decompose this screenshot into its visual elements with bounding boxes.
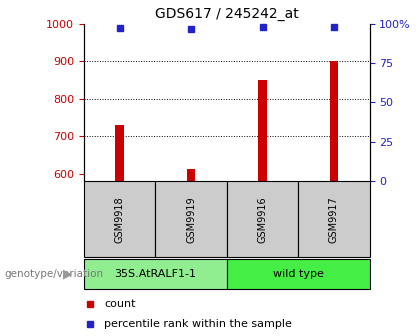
Bar bbox=[84, 259, 227, 289]
Text: wild type: wild type bbox=[273, 269, 324, 279]
Text: percentile rank within the sample: percentile rank within the sample bbox=[104, 319, 292, 329]
Text: 35S.AtRALF1-1: 35S.AtRALF1-1 bbox=[114, 269, 197, 279]
Text: ▶: ▶ bbox=[63, 267, 73, 280]
Bar bbox=[258, 80, 267, 181]
Text: genotype/variation: genotype/variation bbox=[4, 269, 103, 279]
Bar bbox=[116, 125, 124, 181]
Bar bbox=[84, 181, 155, 257]
Title: GDS617 / 245242_at: GDS617 / 245242_at bbox=[155, 7, 299, 21]
Bar bbox=[330, 61, 338, 181]
Text: GSM9919: GSM9919 bbox=[186, 196, 196, 243]
Bar bbox=[227, 259, 370, 289]
Bar bbox=[298, 181, 370, 257]
Text: count: count bbox=[104, 299, 136, 308]
Text: GSM9917: GSM9917 bbox=[329, 196, 339, 243]
Bar bbox=[187, 169, 195, 181]
Text: GSM9916: GSM9916 bbox=[257, 196, 268, 243]
Bar bbox=[155, 181, 227, 257]
Bar bbox=[227, 181, 298, 257]
Text: GSM9918: GSM9918 bbox=[115, 196, 125, 243]
